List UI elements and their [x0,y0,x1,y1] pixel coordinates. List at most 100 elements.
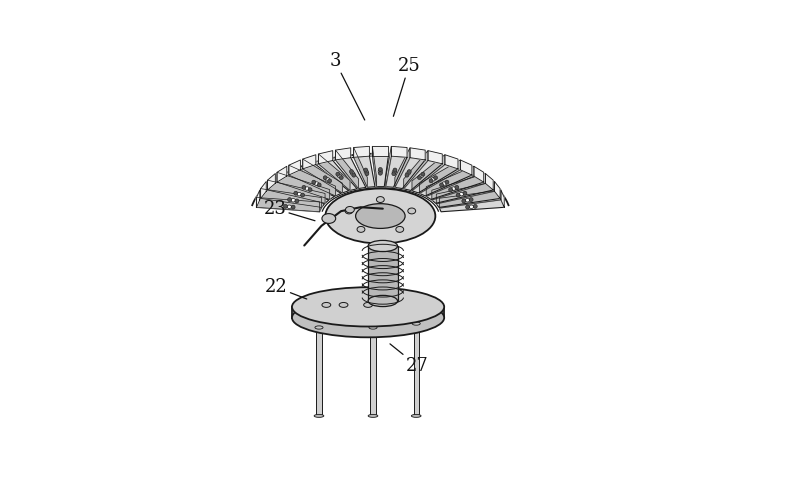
Ellipse shape [287,205,291,209]
Ellipse shape [364,302,373,307]
Ellipse shape [305,187,310,190]
Circle shape [294,191,298,195]
Circle shape [449,188,453,191]
Circle shape [308,188,312,191]
Ellipse shape [378,169,382,173]
Circle shape [407,169,411,173]
Polygon shape [318,151,333,164]
Circle shape [429,179,433,183]
Circle shape [352,173,356,177]
Circle shape [336,172,340,176]
Polygon shape [426,176,484,199]
Polygon shape [494,182,500,198]
Polygon shape [261,189,322,207]
Polygon shape [439,190,501,208]
Circle shape [318,183,321,187]
Bar [370,327,376,416]
Ellipse shape [322,302,330,307]
Ellipse shape [346,206,354,213]
Ellipse shape [470,205,474,209]
Circle shape [462,199,466,203]
Circle shape [445,180,449,184]
Polygon shape [289,165,335,196]
Polygon shape [373,146,377,187]
Polygon shape [432,183,493,203]
Polygon shape [436,191,500,207]
Ellipse shape [369,326,377,329]
Polygon shape [445,155,458,169]
Polygon shape [267,173,275,190]
Polygon shape [395,158,425,189]
Polygon shape [410,148,425,160]
Polygon shape [432,173,486,200]
Polygon shape [302,155,316,169]
Ellipse shape [411,414,421,417]
Polygon shape [428,151,442,164]
Polygon shape [412,155,445,191]
Circle shape [418,176,422,180]
Ellipse shape [442,182,446,185]
Circle shape [350,169,354,173]
Polygon shape [436,182,494,204]
Ellipse shape [292,287,444,327]
Ellipse shape [466,198,470,202]
Circle shape [393,168,397,172]
Polygon shape [289,170,341,196]
Polygon shape [354,146,370,157]
Ellipse shape [406,172,410,175]
Polygon shape [419,160,460,193]
Circle shape [434,176,438,180]
Circle shape [378,167,382,171]
Ellipse shape [408,208,416,214]
Ellipse shape [339,302,348,307]
Ellipse shape [419,174,423,178]
Text: 25: 25 [394,57,420,116]
Polygon shape [335,158,366,189]
Polygon shape [391,146,407,157]
Circle shape [469,198,473,202]
Ellipse shape [292,298,444,337]
Circle shape [291,205,295,209]
Polygon shape [335,150,358,189]
Ellipse shape [314,182,318,185]
Polygon shape [439,200,504,212]
Polygon shape [277,176,334,199]
Ellipse shape [350,172,355,175]
Circle shape [301,193,305,197]
Polygon shape [460,160,472,175]
Polygon shape [277,166,286,182]
Text: 27: 27 [390,344,429,375]
Polygon shape [267,183,329,203]
Circle shape [421,172,425,176]
Circle shape [328,179,332,183]
Circle shape [455,186,458,190]
Circle shape [463,191,467,195]
Ellipse shape [377,196,384,202]
Ellipse shape [291,198,295,202]
Polygon shape [318,161,357,191]
Polygon shape [373,146,388,156]
Ellipse shape [459,192,464,196]
Ellipse shape [412,322,420,325]
Polygon shape [501,190,504,207]
Ellipse shape [297,192,302,196]
Polygon shape [257,197,320,212]
Circle shape [288,198,291,202]
Polygon shape [373,156,388,187]
Ellipse shape [322,214,336,223]
Ellipse shape [325,178,330,181]
Circle shape [392,172,396,176]
Polygon shape [395,148,410,188]
Circle shape [364,168,368,172]
Circle shape [456,193,460,197]
Bar [316,327,322,416]
Ellipse shape [368,414,378,417]
Circle shape [295,199,299,203]
Circle shape [439,183,443,187]
Polygon shape [386,146,391,187]
Ellipse shape [431,178,435,181]
Polygon shape [277,172,330,199]
Polygon shape [354,156,375,187]
Circle shape [323,176,327,180]
Ellipse shape [357,226,365,232]
